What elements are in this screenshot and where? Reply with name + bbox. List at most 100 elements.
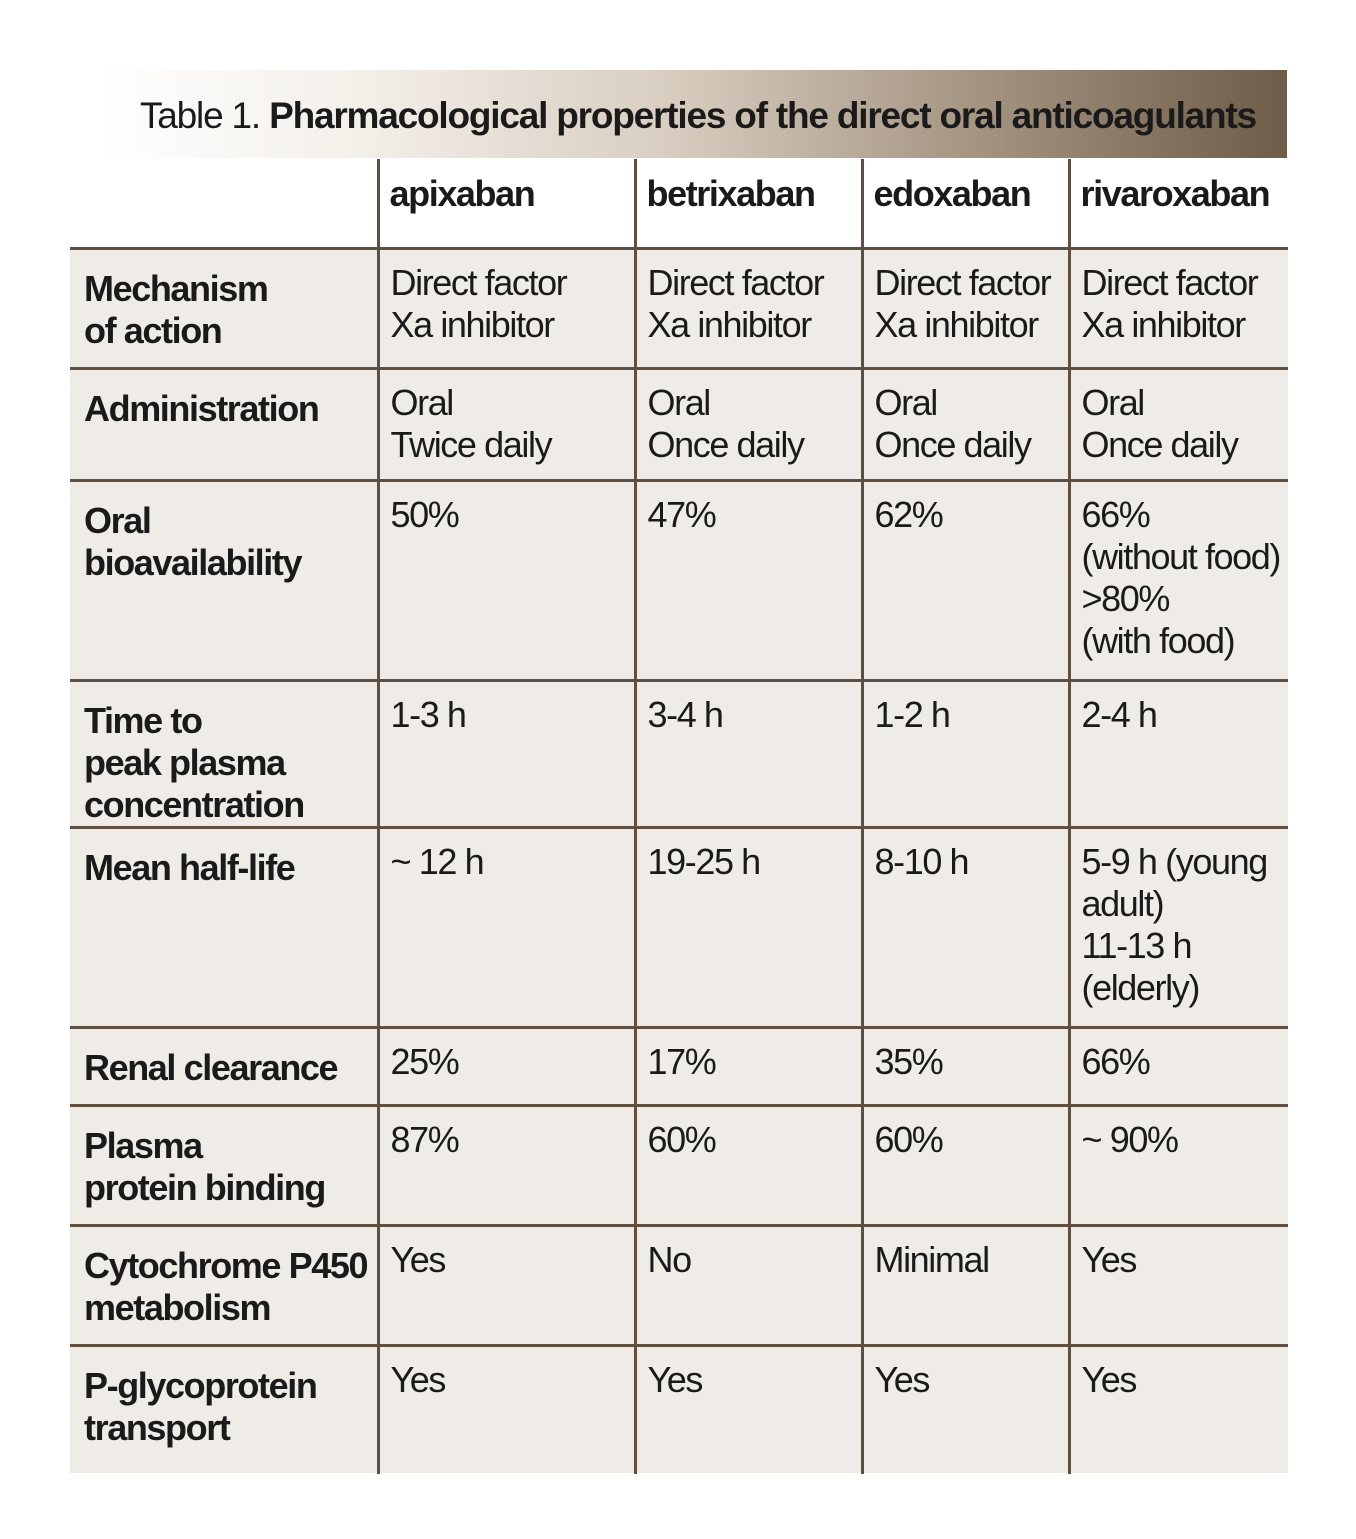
table-container: apixaban betrixaban edoxaban rivaroxaban…	[70, 159, 1288, 1474]
table-row: Renal clearance 25% 17% 35% 66%	[70, 1025, 1288, 1105]
table-cell: 1-3 h	[376, 678, 635, 827]
row-label-line: Mechanism	[84, 267, 269, 309]
cell-line: Once daily	[1081, 423, 1239, 465]
table-cell: No	[633, 1223, 862, 1345]
cell-line: Xa inhibitor	[647, 303, 813, 345]
row-label: Oral bioavailability	[70, 478, 378, 680]
cell-line: 60%	[874, 1118, 944, 1160]
cell-line: 66%	[1081, 1040, 1151, 1082]
cell-line: Once daily	[647, 423, 805, 465]
cell-line: 62%	[874, 493, 944, 535]
table-cell: 1-2 h	[860, 678, 1069, 827]
row-label-line: Renal clearance	[84, 1046, 339, 1088]
cell-line: No	[647, 1238, 693, 1280]
cell-line: Minimal	[874, 1238, 991, 1280]
cell-line: Once daily	[874, 423, 1032, 465]
row-label-line: P-glycoprotein	[84, 1364, 318, 1406]
table-cell: Direct factor Xa inhibitor	[860, 246, 1069, 368]
table-row: Administration Oral Twice daily Oral Once da…	[70, 366, 1288, 480]
cell-line: (with food)	[1081, 619, 1236, 661]
row-label: Time to peak plasma concentration	[70, 678, 378, 827]
table-cell: Direct factor Xa inhibitor	[1067, 246, 1288, 368]
table-cell: Minimal	[860, 1223, 1069, 1345]
table-cell: Oral Twice daily	[376, 366, 635, 480]
table-row: Plasma protein binding 87% 60% 60% ~ 90%	[70, 1103, 1288, 1225]
cell-line: 5-9 h (young	[1081, 840, 1269, 882]
row-label-line: Administration	[84, 387, 320, 429]
cell-line: 66%	[1081, 493, 1151, 535]
cell-line: 1-3 h	[390, 693, 467, 735]
table-cell: Yes	[860, 1343, 1069, 1474]
header-row: apixaban betrixaban edoxaban rivaroxaban	[70, 159, 1288, 248]
table-cell: Oral Once daily	[633, 366, 862, 480]
cell-line: Oral	[1081, 381, 1146, 423]
table-cell: 8-10 h	[860, 825, 1069, 1027]
cell-line: Twice daily	[390, 423, 553, 465]
table-cell: 3-4 h	[633, 678, 862, 827]
cell-line: (without food)	[1081, 535, 1282, 577]
table-row: Time to peak plasma concentration 1-3 h 3-4 …	[70, 678, 1288, 827]
row-label-line: concentration	[84, 783, 305, 825]
header-corner-cell	[70, 159, 378, 248]
table-cell: Yes	[633, 1343, 862, 1474]
cell-line: 17%	[647, 1040, 717, 1082]
row-label: Mechanism of action	[70, 246, 378, 368]
cell-line: Xa inhibitor	[874, 303, 1040, 345]
title-banner	[98, 70, 1287, 158]
properties-table: apixaban betrixaban edoxaban rivaroxaban…	[70, 159, 1288, 1474]
row-label: Mean half-life	[70, 825, 378, 1027]
cell-line: 25%	[390, 1040, 460, 1082]
table-caption: Pharmacological properties of the direct…	[269, 95, 1257, 136]
table-cell: Direct factor Xa inhibitor	[633, 246, 862, 368]
row-label-line: Mean half-life	[84, 846, 296, 888]
cell-line: ~ 90%	[1081, 1118, 1179, 1160]
table-cell: 66% (without food) >80% (with food)	[1067, 478, 1288, 680]
table-cell: 5-9 h (young adult) 11-13 h (elderly)	[1067, 825, 1288, 1027]
cell-line: 11-13 h	[1081, 924, 1193, 966]
table-cell: 35%	[860, 1025, 1069, 1105]
table-cell: 87%	[376, 1103, 635, 1225]
cell-line: Yes	[390, 1358, 447, 1400]
cell-line: 8-10 h	[874, 840, 970, 882]
row-label: Cytochrome P450 metabolism	[70, 1223, 378, 1345]
cell-line: Direct factor	[1081, 261, 1259, 303]
cell-line: Oral	[390, 381, 455, 423]
cell-line: Direct factor	[647, 261, 825, 303]
table-cell: Oral Once daily	[860, 366, 1069, 480]
table-cell: Oral Once daily	[1067, 366, 1288, 480]
table-cell: 62%	[860, 478, 1069, 680]
cell-line: ~ 12 h	[390, 840, 485, 882]
table-cell: 25%	[376, 1025, 635, 1105]
row-label-line: Time to	[84, 699, 203, 741]
cell-line: Yes	[390, 1238, 447, 1280]
cell-line: 47%	[647, 493, 717, 535]
cell-line: Yes	[1081, 1358, 1138, 1400]
table-cell: Yes	[1067, 1223, 1288, 1345]
cell-line: Yes	[874, 1358, 931, 1400]
row-label-line: Plasma	[84, 1124, 203, 1166]
cell-line: adult)	[1081, 882, 1165, 924]
cell-line: 1-2 h	[874, 693, 951, 735]
table-cell: Yes	[376, 1343, 635, 1474]
table-cell: 66%	[1067, 1025, 1288, 1105]
column-header: apixaban	[376, 159, 635, 248]
table-cell: ~ 12 h	[376, 825, 635, 1027]
table-cell: 60%	[633, 1103, 862, 1225]
cell-line: 3-4 h	[647, 693, 724, 735]
table-row: Mean half-life ~ 12 h 19-25 h 8-10 h 5-9 h (…	[70, 825, 1288, 1027]
cell-line: Xa inhibitor	[390, 303, 556, 345]
row-label-line: peak plasma	[84, 741, 286, 783]
table-row: P-glycoprotein transport Yes Yes Yes Yes	[70, 1343, 1288, 1474]
row-label-line: Oral	[84, 499, 152, 541]
cell-line: Oral	[874, 381, 939, 423]
table-cell: Yes	[376, 1223, 635, 1345]
cell-line: 87%	[390, 1118, 460, 1160]
cell-line: Yes	[647, 1358, 704, 1400]
column-header: rivaroxaban	[1067, 159, 1288, 248]
table-cell: 17%	[633, 1025, 862, 1105]
table-row: Cytochrome P450 metabolism Yes No Minimal Yes	[70, 1223, 1288, 1345]
cell-line: 2-4 h	[1081, 693, 1158, 735]
table-cell: Yes	[1067, 1343, 1288, 1474]
row-label: P-glycoprotein transport	[70, 1343, 378, 1474]
cell-line: Direct factor	[390, 261, 568, 303]
